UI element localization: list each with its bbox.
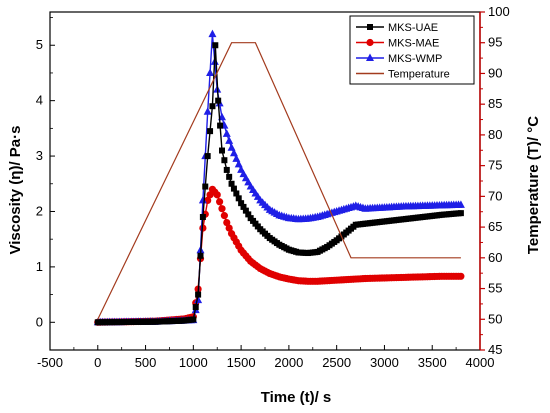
data-point bbox=[228, 180, 235, 187]
data-point bbox=[213, 191, 221, 199]
y2-tick-label: 60 bbox=[488, 250, 502, 265]
y2-tick-label: 90 bbox=[488, 65, 502, 80]
x-tick-label: 1000 bbox=[179, 355, 208, 370]
legend-item: MKS-MAE bbox=[356, 38, 439, 50]
x-axis: -500 0 500 1000 1500 2000 2500 3000 3500 4000 bbox=[37, 345, 494, 370]
data-point bbox=[227, 143, 236, 151]
data-point bbox=[222, 129, 231, 137]
data-point bbox=[242, 207, 249, 214]
data-point bbox=[206, 68, 215, 76]
data-point bbox=[238, 200, 245, 207]
legend-marker bbox=[366, 38, 374, 47]
x-axis-title: Time (t)/ s bbox=[261, 389, 332, 406]
x-tick-label: 2000 bbox=[274, 355, 303, 370]
data-point bbox=[229, 148, 238, 157]
data-point bbox=[245, 211, 252, 218]
x-tick-label: 4000 bbox=[466, 355, 495, 370]
y2-tick-label: 80 bbox=[488, 127, 502, 142]
y-tick-label: 4 bbox=[36, 93, 43, 108]
legend-item: MKS-WMP bbox=[356, 53, 442, 65]
data-point bbox=[212, 42, 219, 49]
y2-tick-label: 70 bbox=[488, 188, 502, 203]
y2-tick-label: 65 bbox=[488, 219, 502, 234]
y-tick-label: 1 bbox=[36, 259, 43, 274]
data-point bbox=[209, 103, 216, 110]
x-tick-label: 1500 bbox=[227, 355, 256, 370]
data-point bbox=[233, 190, 240, 197]
data-point bbox=[223, 166, 230, 173]
legend-item: MKS-UAE bbox=[356, 22, 438, 34]
y2-axis-title: Temperature (T)/ °C bbox=[525, 116, 542, 254]
data-point bbox=[202, 183, 209, 190]
data-point bbox=[234, 159, 243, 168]
data-point bbox=[225, 136, 234, 144]
data-point bbox=[197, 252, 204, 259]
data-point bbox=[216, 198, 224, 206]
data-point bbox=[232, 154, 241, 162]
y2-tick-label: 100 bbox=[488, 4, 510, 19]
y2-tick-label: 45 bbox=[488, 342, 502, 357]
data-point bbox=[198, 195, 207, 204]
data-point bbox=[217, 122, 224, 129]
x-tick-label: -500 bbox=[37, 355, 63, 370]
y-tick-label: 0 bbox=[36, 314, 43, 329]
series-mks-uae bbox=[94, 42, 464, 326]
data-point bbox=[226, 173, 233, 180]
legend-label: MKS-MAE bbox=[388, 38, 439, 50]
x-tick-label: 2500 bbox=[322, 355, 351, 370]
legend-marker bbox=[366, 53, 374, 61]
series-layer bbox=[93, 29, 465, 326]
legend-marker bbox=[367, 24, 373, 30]
data-point bbox=[199, 214, 206, 221]
legend-label: MKS-WMP bbox=[388, 53, 442, 65]
data-point bbox=[225, 224, 233, 232]
legend-label: MKS-UAE bbox=[388, 22, 438, 34]
data-point bbox=[208, 29, 217, 38]
data-point bbox=[235, 195, 242, 202]
y-tick-label: 5 bbox=[36, 37, 43, 52]
x-tick-label: 3500 bbox=[418, 355, 447, 370]
data-point bbox=[195, 291, 202, 298]
y-tick-label: 2 bbox=[36, 203, 43, 218]
y-axis-right: 45 50 55 60 65 70 75 80 85 90 95 100 bbox=[479, 4, 510, 357]
legend: MKS-UAE MKS-MAE MKS-WMP Temperature bbox=[349, 15, 475, 85]
series-temperature bbox=[97, 42, 461, 320]
data-point bbox=[456, 200, 465, 208]
y-axis-title: Viscosity (η)/ Pa·s bbox=[7, 126, 24, 255]
y2-tick-label: 55 bbox=[488, 281, 502, 296]
data-point bbox=[230, 185, 237, 192]
data-point bbox=[190, 316, 197, 323]
data-point bbox=[220, 212, 228, 220]
data-point bbox=[457, 210, 464, 217]
data-point bbox=[457, 272, 465, 280]
data-point bbox=[218, 205, 226, 213]
data-point bbox=[240, 203, 247, 210]
y2-tick-label: 50 bbox=[488, 311, 502, 326]
series-line bbox=[97, 42, 461, 320]
y2-tick-label: 95 bbox=[488, 35, 502, 50]
y2-tick-label: 85 bbox=[488, 96, 502, 111]
legend-item: Temperature bbox=[356, 69, 450, 81]
y2-tick-label: 75 bbox=[488, 158, 502, 173]
legend-label: Temperature bbox=[388, 69, 450, 81]
data-point bbox=[204, 153, 211, 160]
y-tick-label: 3 bbox=[36, 148, 43, 163]
y-axis-left: 0 1 2 3 4 5 bbox=[36, 17, 55, 329]
x-tick-label: 3000 bbox=[370, 355, 399, 370]
x-tick-label: 0 bbox=[94, 355, 101, 370]
data-point bbox=[207, 128, 214, 135]
data-point bbox=[203, 107, 212, 115]
data-point bbox=[221, 157, 228, 164]
data-point bbox=[192, 304, 199, 311]
data-point bbox=[223, 218, 231, 227]
data-point bbox=[215, 97, 222, 104]
data-point bbox=[219, 147, 225, 154]
x-tick-label: 500 bbox=[135, 355, 157, 370]
